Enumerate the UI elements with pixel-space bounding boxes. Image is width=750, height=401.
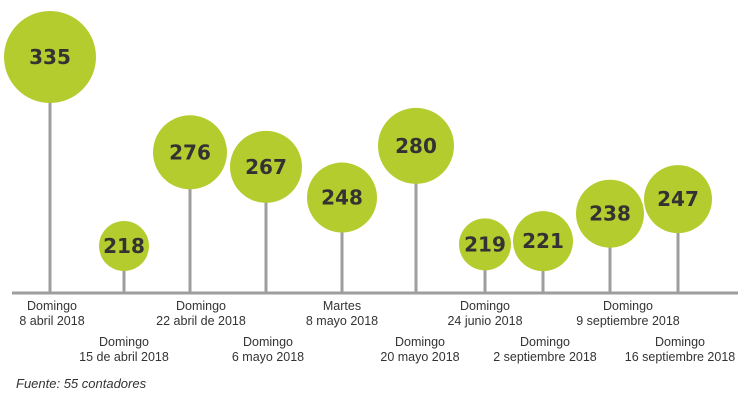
circles-layer: 335 218 276 267 248 280 219 221 238 247: [4, 11, 712, 272]
value-circle: [644, 165, 712, 234]
value-circle: [99, 221, 149, 271]
value-label: 335: [29, 45, 71, 69]
date-label: Domingo 20 mayo 2018: [380, 335, 459, 364]
value-label: 276: [169, 140, 211, 164]
value-circle: [153, 115, 227, 190]
value-circle: [307, 162, 377, 233]
value-label: 267: [245, 155, 287, 179]
value-label: 248: [321, 186, 363, 210]
value-circle: [4, 11, 96, 103]
date-label: Domingo 16 septiembre 2018: [625, 335, 736, 364]
date-label: Domingo 24 junio 2018: [447, 299, 522, 328]
value-label: 238: [589, 202, 631, 226]
value-label: 218: [103, 234, 145, 258]
date-label: Domingo 8 abril 2018: [19, 299, 84, 328]
value-label: 221: [522, 229, 564, 253]
date-label: Domingo 22 abril de 2018: [156, 299, 246, 328]
value-circle: [513, 211, 573, 272]
date-label: Domingo 9 septiembre 2018: [576, 299, 680, 328]
value-circle: [459, 218, 511, 271]
date-label: Martes 8 mayo 2018: [306, 299, 378, 328]
date-label: Domingo 15 de abril 2018: [79, 335, 169, 364]
value-label: 219: [464, 232, 506, 256]
date-labels-layer: Domingo 8 abril 2018 Domingo 15 de abril 20…: [19, 299, 735, 364]
value-circle: [576, 179, 644, 248]
date-label: Domingo 6 mayo 2018: [232, 335, 304, 364]
source-note: Fuente: 55 contadores: [16, 376, 147, 391]
value-circle: [378, 107, 454, 184]
value-label: 280: [395, 134, 437, 158]
date-label: Domingo 2 septiembre 2018: [493, 335, 597, 364]
value-circle: [230, 130, 302, 203]
value-label: 247: [657, 187, 699, 211]
